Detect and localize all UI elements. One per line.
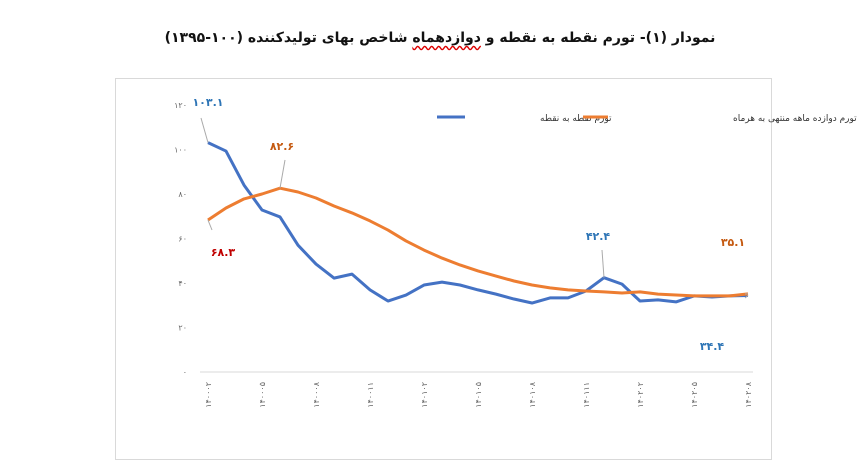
x-tick-label: ۱۴۰۰۰۲ <box>204 382 213 408</box>
title-part: شاخص بهای تولیدکننده (۱۰۰-۱۳۹۵) <box>164 30 413 46</box>
y-tick-label: ۲۰ <box>178 324 187 333</box>
y-tick-label: ۸۰ <box>178 190 187 199</box>
chart-frame <box>115 78 772 460</box>
data-label: ۳۵.۱ <box>721 236 745 249</box>
x-tick-label: ۱۴۰۰۰۸ <box>312 381 321 407</box>
series-line-twelve-month <box>207 186 749 298</box>
x-tick-label: ۱۴۰۲۰۸ <box>744 381 753 407</box>
data-label: ۴۲.۴ <box>586 230 611 243</box>
annotation-leader-line <box>279 159 286 189</box>
annotation-leader-line <box>200 117 209 143</box>
annotation-leader-line <box>601 249 605 278</box>
annotation-leader-line <box>207 219 213 231</box>
x-tick-label: ۱۴۰۱۰۲ <box>420 382 429 408</box>
title-part: نمودار (۱)- تورم نقطه به نقطه و <box>480 30 716 46</box>
x-tick-label: ۱۴۰۱۰۵ <box>474 382 483 408</box>
x-tick-label: ۱۴۰۰۰۵ <box>258 382 267 408</box>
series-line-point-to-point <box>207 141 749 305</box>
x-tick-label: ۱۴۰۱۰۸ <box>528 381 537 407</box>
x-tick-label: ۱۴۰۲۰۵ <box>690 382 699 408</box>
chart-title: نمودار (۱)- تورم نقطه به نقطه و دوازدهما… <box>0 30 864 46</box>
data-label: ۸۲.۶ <box>270 140 294 153</box>
y-tick-label: ۰ <box>183 368 187 377</box>
x-tick-label: ۱۴۰۱۱۱ <box>582 382 591 408</box>
data-label: ۱۰۳.۱ <box>192 96 223 109</box>
y-tick-label: ۱۲۰ <box>174 101 187 110</box>
y-tick-label: ۴۰ <box>178 279 187 288</box>
legend-label-twelve-month: تورم دوازده ماهه منتهی به هرماه <box>733 114 857 124</box>
x-tick-label: ۱۴۰۲۰۲ <box>636 382 645 408</box>
title-spellcheck-word: دوازدهماه <box>412 30 481 46</box>
data-label: ۳۴.۴ <box>700 340 725 353</box>
x-tick-label: ۱۴۰۰۱۱ <box>366 382 375 408</box>
y-tick-label: ۱۰۰ <box>174 146 187 155</box>
annotation-leader-line <box>744 295 749 299</box>
y-tick-label: ۶۰ <box>178 235 187 244</box>
data-label: ۶۸.۳ <box>211 246 236 259</box>
legend-label-point-to-point: تورم نقطه به نقطه <box>540 114 612 124</box>
